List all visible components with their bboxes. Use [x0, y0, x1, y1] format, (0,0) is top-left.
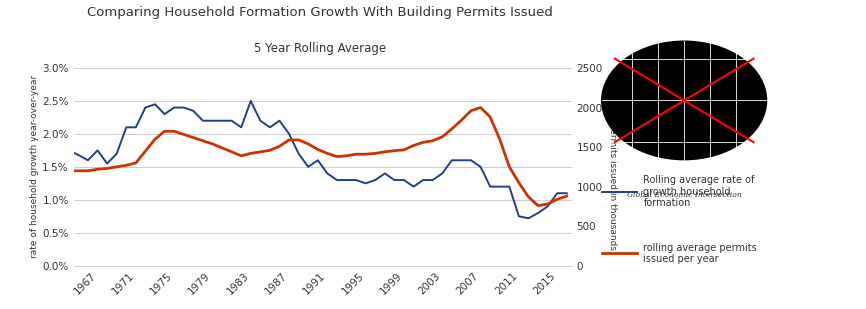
Rolling average rate of
growth household
formation [398, 178, 409, 182]
rolling average permits
issued per year [351, 152, 361, 156]
Text: Comparing Household Formation Growth With Building Permits Issued: Comparing Household Formation Growth Wit… [87, 6, 553, 19]
Rolling average rate of
growth household
formation [561, 191, 572, 195]
Y-axis label: building permits issued in thousands: building permits issued in thousands [608, 83, 617, 250]
Line: Rolling average rate of
growth household
formation: Rolling average rate of growth household… [68, 101, 566, 218]
Rolling average rate of
growth household
formation [360, 181, 371, 185]
Rolling average rate of
growth household
formation [523, 216, 533, 220]
rolling average permits
issued per year [197, 139, 208, 143]
rolling average permits
issued per year [475, 106, 486, 109]
Rolling average rate of
growth household
formation [456, 159, 467, 162]
Y-axis label: rate of household growth year-over-year: rate of household growth year-over-year [30, 75, 40, 258]
Rolling average rate of
growth household
formation [389, 178, 399, 182]
Rolling average rate of
growth household
formation [63, 149, 74, 152]
rolling average permits
issued per year [533, 204, 543, 207]
Text: 5 Year Rolling Average: 5 Year Rolling Average [255, 42, 386, 55]
Text: rolling average permits
issued per year: rolling average permits issued per year [643, 243, 757, 264]
Rolling average rate of
growth household
formation [246, 99, 256, 103]
Ellipse shape [602, 41, 766, 159]
rolling average permits
issued per year [447, 127, 457, 131]
rolling average permits
issued per year [389, 149, 399, 153]
rolling average permits
issued per year [561, 194, 572, 198]
rolling average permits
issued per year [379, 150, 390, 154]
Rolling average rate of
growth household
formation [370, 178, 380, 182]
Text: Rolling average rate of
growth household
formation: Rolling average rate of growth household… [643, 175, 755, 208]
rolling average permits
issued per year [63, 169, 74, 173]
Text: Global Economic Intersection: Global Economic Intersection [627, 191, 741, 199]
Line: rolling average permits
issued per year: rolling average permits issued per year [68, 108, 566, 205]
Rolling average rate of
growth household
formation [197, 119, 208, 123]
rolling average permits
issued per year [360, 152, 371, 156]
